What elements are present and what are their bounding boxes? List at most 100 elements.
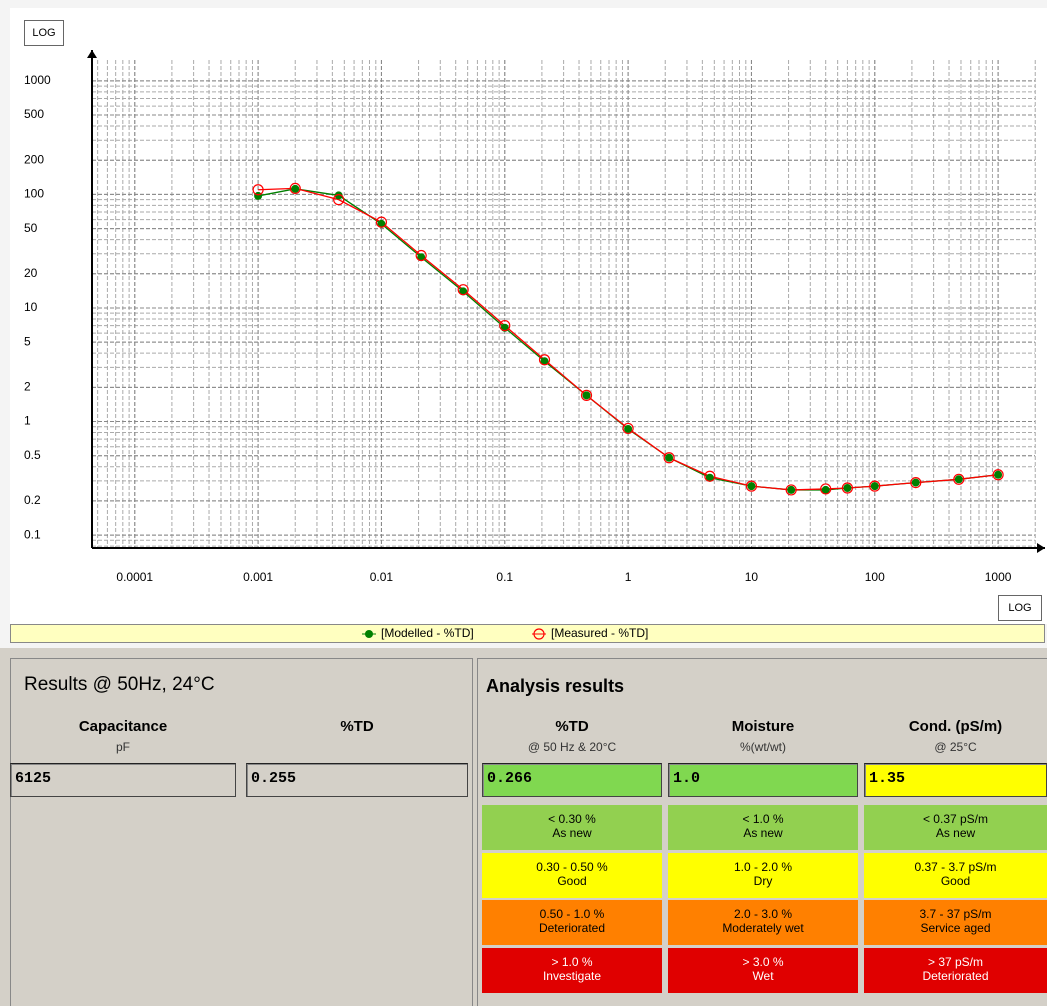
status-label: Wet <box>752 969 774 983</box>
legend-graphic: [Modelled - %TD] [Measured - %TD] <box>362 626 648 640</box>
marker <box>624 424 633 433</box>
marker <box>870 482 879 491</box>
status-label: Dry <box>753 874 773 888</box>
plot-background <box>10 8 1047 624</box>
y-tick-label: 50 <box>24 221 38 235</box>
marker <box>994 470 1003 479</box>
status-range: 0.37 - 3.7 pS/m <box>914 860 997 874</box>
status-label: As new <box>935 826 976 840</box>
status-cell: > 3.0 % Wet <box>668 948 858 993</box>
marker <box>538 354 551 366</box>
legend-label: [Measured - %TD] <box>551 626 648 640</box>
marker <box>457 284 469 296</box>
marker <box>663 452 675 464</box>
status-range: > 1.0 % <box>551 955 593 969</box>
status-range: 2.0 - 3.0 % <box>733 907 793 921</box>
marker <box>747 482 756 491</box>
status-range: > 3.0 % <box>742 955 784 969</box>
marker <box>459 287 468 296</box>
y-tick-label: 5 <box>24 334 31 348</box>
marker <box>665 453 674 462</box>
y-tick-label: 1 <box>24 414 31 428</box>
y-tick-label: 20 <box>24 266 38 280</box>
x-tick-label: 0.1 <box>496 570 513 584</box>
status-range: 1.0 - 2.0 % <box>733 860 793 874</box>
status-range: < 1.0 % <box>742 812 784 826</box>
marker <box>582 391 591 400</box>
marker <box>820 483 832 495</box>
y-tick-label: 100 <box>24 187 44 201</box>
status-cell: 0.30 - 0.50 % Good <box>482 853 662 898</box>
marker <box>785 484 797 496</box>
x-axis-arrow <box>1037 543 1045 553</box>
marker <box>745 480 758 492</box>
status-label: Investigate <box>542 969 602 983</box>
status-cell: 0.50 - 1.0 % Deteriorated <box>482 900 662 945</box>
marker <box>787 485 796 494</box>
marker <box>540 357 549 366</box>
status-range: 0.30 - 0.50 % <box>536 860 608 874</box>
marker <box>843 483 852 492</box>
chart: 0.0001 0.001 0.01 0.1 1 10 100 1000 0.1 0.2 0.5 1 2 5… <box>0 0 1047 655</box>
value-box: 0.255 <box>246 763 468 797</box>
results-panel <box>10 658 473 1006</box>
column-unit: @ 25°C <box>934 740 977 754</box>
marker <box>377 219 386 228</box>
status-cell: 2.0 - 3.0 % Moderately wet <box>668 900 858 945</box>
status-range: < 0.30 % <box>548 812 596 826</box>
y-tick-label: 1000 <box>24 73 51 87</box>
status-cell: 0.37 - 3.7 pS/m Good <box>864 853 1047 898</box>
y-tick-label: 2 <box>24 380 31 394</box>
analysis-title: Analysis results <box>486 676 625 696</box>
status-cell: > 1.0 % Investigate <box>482 948 662 993</box>
status-label: Deteriorated <box>922 969 989 983</box>
column-header: Cond. (pS/m) <box>908 718 1003 735</box>
results-title: Results @ 50Hz, 24°C <box>24 674 215 695</box>
marker <box>954 475 963 484</box>
marker <box>375 216 388 228</box>
marker <box>821 485 830 494</box>
status-label: Service aged <box>920 921 991 935</box>
status-range: > 37 pS/m <box>927 955 984 969</box>
y-axis-arrow <box>87 50 97 58</box>
analysis-panel <box>477 658 1047 1006</box>
legend-label: [Modelled - %TD] <box>381 626 474 640</box>
marker <box>333 194 345 206</box>
marker <box>705 473 714 482</box>
status-range: 3.7 - 37 pS/m <box>919 907 992 921</box>
marker <box>580 389 593 401</box>
status-range: < 0.37 pS/m <box>922 812 989 826</box>
legend: [Modelled - %TD] [Measured - %TD] <box>10 624 1045 643</box>
status-cell: 3.7 - 37 pS/m Service aged <box>864 900 1047 945</box>
y-tick-label: 0.1 <box>24 527 41 541</box>
marker <box>841 482 854 494</box>
marker <box>953 473 965 485</box>
status-label: Good <box>940 874 971 888</box>
x-tick-label: 1 <box>625 570 632 584</box>
x-tick-label: 10 <box>745 570 759 584</box>
x-tick-label: 100 <box>865 570 885 584</box>
y-log-button[interactable]: LOG <box>24 20 64 46</box>
value-box: 0.266 <box>482 763 662 797</box>
status-label: Deteriorated <box>538 921 606 935</box>
marker <box>622 422 634 435</box>
marker <box>291 184 300 193</box>
column-header: Capacitance <box>78 718 168 735</box>
marker <box>499 319 511 332</box>
marker <box>704 470 716 482</box>
column-header: %TD <box>555 718 589 735</box>
marker <box>417 253 426 262</box>
x-log-button[interactable]: LOG <box>998 595 1042 621</box>
x-tick-label: 0.001 <box>243 570 273 584</box>
column-header: %TD <box>340 718 374 735</box>
column-unit: pF <box>115 740 130 754</box>
marker <box>334 191 343 200</box>
column-unit: @ 50 Hz & 20°C <box>527 740 617 754</box>
marker <box>289 182 301 195</box>
x-tick-label: 0.0001 <box>116 570 153 584</box>
marker <box>252 184 264 196</box>
status-cell: 1.0 - 2.0 % Dry <box>668 853 858 898</box>
status-label: As new <box>743 826 783 840</box>
status-cell: < 0.37 pS/m As new <box>864 805 1047 850</box>
